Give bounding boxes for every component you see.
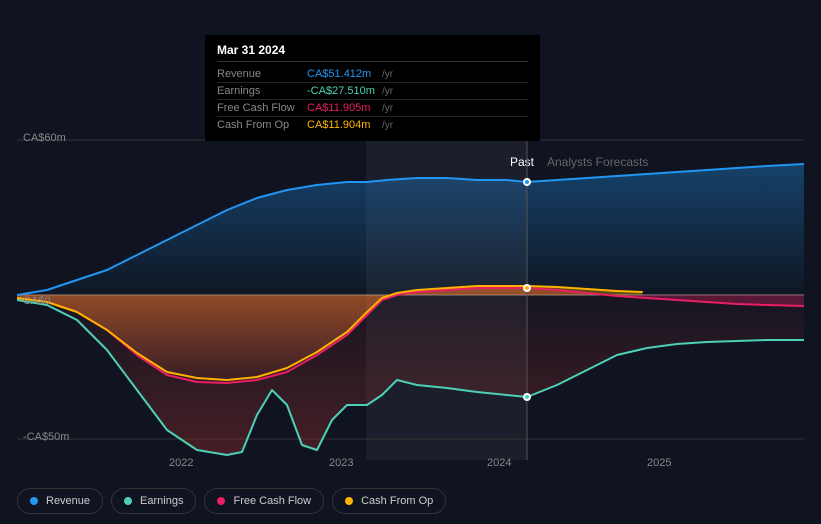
tooltip-date: Mar 31 2024 bbox=[217, 43, 528, 62]
chart-plot bbox=[17, 130, 804, 460]
x-axis-tick-label: 2025 bbox=[647, 457, 671, 469]
y-axis-tick-label: -CA$50m bbox=[23, 431, 69, 443]
x-axis-tick-label: 2022 bbox=[169, 457, 193, 469]
y-axis-tick-label: CA$60m bbox=[23, 132, 66, 144]
tooltip-metric-unit: /yr bbox=[382, 86, 393, 97]
tooltip-metric-label: Revenue bbox=[217, 68, 307, 80]
series-marker bbox=[523, 393, 531, 401]
tooltip-metric-label: Earnings bbox=[217, 85, 307, 97]
x-axis-tick-label: 2024 bbox=[487, 457, 511, 469]
tooltip-metric-unit: /yr bbox=[382, 69, 393, 80]
tooltip-metric-value: CA$11.904m bbox=[307, 119, 382, 131]
tooltip-metric-label: Cash From Op bbox=[217, 119, 307, 131]
series-marker bbox=[523, 178, 531, 186]
tooltip-metric-unit: /yr bbox=[382, 120, 393, 131]
legend-item[interactable]: Cash From Op bbox=[332, 488, 446, 514]
legend-item[interactable]: Earnings bbox=[111, 488, 196, 514]
legend-dot-icon bbox=[217, 497, 225, 505]
chart-legend: Revenue Earnings Free Cash Flow Cash From O… bbox=[17, 488, 446, 514]
tooltip-metric-label: Free Cash Flow bbox=[217, 102, 307, 114]
tooltip-metric-value: CA$51.412m bbox=[307, 68, 382, 80]
legend-item[interactable]: Revenue bbox=[17, 488, 103, 514]
tooltip-row: RevenueCA$51.412m/yr bbox=[217, 66, 528, 83]
tooltip-row: Cash From OpCA$11.904m/yr bbox=[217, 117, 528, 133]
legend-label: Revenue bbox=[46, 495, 90, 507]
tooltip-metric-value: -CA$27.510m bbox=[307, 85, 382, 97]
legend-label: Earnings bbox=[140, 495, 183, 507]
legend-item[interactable]: Free Cash Flow bbox=[204, 488, 324, 514]
financials-chart: Mar 31 2024 RevenueCA$51.412m/yrEarnings… bbox=[17, 15, 804, 475]
tooltip-row: Earnings-CA$27.510m/yr bbox=[217, 83, 528, 100]
chart-tooltip: Mar 31 2024 RevenueCA$51.412m/yrEarnings… bbox=[205, 35, 540, 141]
legend-label: Free Cash Flow bbox=[233, 495, 311, 507]
legend-label: Cash From Op bbox=[361, 495, 433, 507]
series-marker bbox=[523, 284, 531, 292]
tooltip-row: Free Cash FlowCA$11.905m/yr bbox=[217, 100, 528, 117]
tooltip-metric-value: CA$11.905m bbox=[307, 102, 382, 114]
y-axis-tick-label: CA$0 bbox=[23, 295, 51, 307]
tooltip-rows: RevenueCA$51.412m/yrEarnings-CA$27.510m/… bbox=[217, 66, 528, 133]
legend-dot-icon bbox=[30, 497, 38, 505]
x-axis-tick-label: 2023 bbox=[329, 457, 353, 469]
legend-dot-icon bbox=[345, 497, 353, 505]
tooltip-metric-unit: /yr bbox=[382, 103, 393, 114]
legend-dot-icon bbox=[124, 497, 132, 505]
